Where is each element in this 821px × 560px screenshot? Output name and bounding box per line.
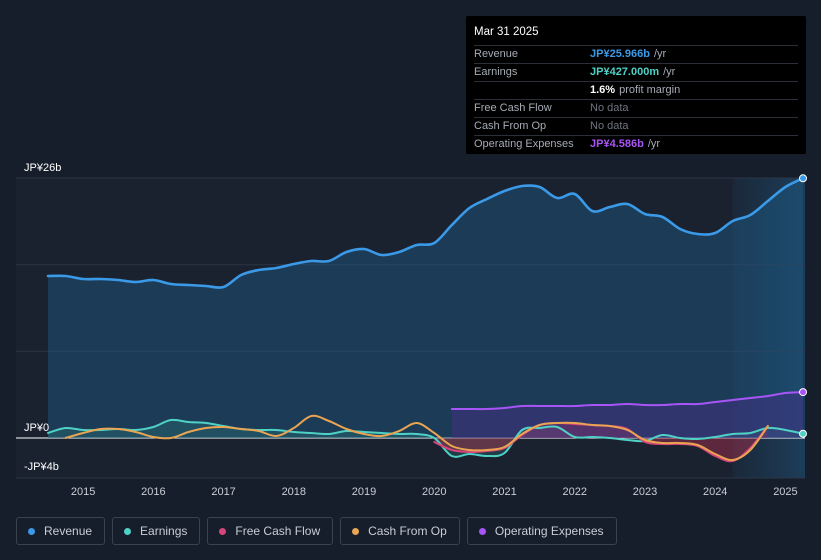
tooltip-unit: /yr	[653, 48, 667, 60]
x-tick-2019: 2019	[352, 486, 376, 498]
legend-item-free-cash-flow[interactable]: Free Cash Flow	[207, 517, 334, 545]
tooltip-row: Earnings JP¥427.000m/yr	[474, 63, 798, 81]
legend-item-earnings[interactable]: Earnings	[112, 517, 201, 545]
legend-label: Revenue	[44, 524, 93, 538]
tooltip-value: No data	[590, 102, 629, 114]
x-tick-2020: 2020	[422, 486, 446, 498]
tooltip-label	[474, 82, 590, 99]
endpoint-operating-expenses	[799, 388, 807, 397]
tooltip-row: Revenue JP¥25.966b/yr	[474, 45, 798, 63]
legend-label: Operating Expenses	[494, 524, 604, 538]
tooltip-value: JP¥427.000m	[590, 66, 660, 78]
x-axis-ticks: 2015 2016 2017 2018 2019 2020 2021 2022 2023 2024…	[71, 486, 798, 498]
x-tick-2015: 2015	[71, 486, 95, 498]
legend-dot-icon	[124, 527, 132, 535]
x-tick-2023: 2023	[633, 486, 657, 498]
tooltip-label: Cash From Op	[474, 120, 547, 132]
tooltip-rows: Revenue JP¥25.966b/yr Earnings JP¥427.000m /…	[474, 45, 798, 153]
series-lines	[46, 177, 805, 463]
tooltip: Mar 31 2025 Revenue JP¥25.966b/yr Earnings…	[466, 16, 806, 154]
legend-label: Free Cash Flow	[235, 524, 321, 538]
series-line-earnings	[47, 418, 804, 458]
y-axis-zero-label: JP¥0	[24, 422, 49, 434]
y-axis-top-label: JP¥26b	[24, 162, 61, 174]
series-line-cash-from-op	[64, 414, 769, 462]
series-endpoints	[799, 174, 807, 438]
legend: Revenue Earnings Free Cash Flow Cash From O…	[16, 517, 617, 545]
tooltip-label: Earnings	[474, 66, 518, 78]
legend-label: Earnings	[140, 524, 188, 538]
y-axis-bottom-label: -JP¥4b	[24, 461, 59, 473]
legend-dot-icon	[28, 527, 35, 535]
tooltip-row: Cash From Op No data	[474, 117, 798, 135]
x-tick-2021: 2021	[492, 486, 516, 498]
series-line-operating-expenses	[450, 391, 804, 411]
tooltip-unit: /yr	[663, 66, 676, 78]
x-tick-2017: 2017	[211, 486, 235, 498]
tooltip-row: Free Cash Flow No data	[474, 99, 798, 117]
tooltip-unit: /yr	[647, 138, 661, 150]
x-tick-2018: 2018	[282, 486, 306, 498]
tooltip-row: 1.6% profit margin	[474, 81, 798, 99]
tooltip-value: JP¥25.966b	[590, 48, 650, 60]
legend-item-operating-expenses[interactable]: Operating Expenses	[466, 517, 617, 545]
tooltip-label: Operating Expenses	[474, 138, 574, 150]
tooltip-date: Mar 31 2025	[474, 26, 539, 38]
x-tick-2024: 2024	[703, 486, 727, 498]
series-fill-revenue	[48, 178, 803, 439]
endpoint-revenue	[799, 174, 807, 183]
x-tick-2022: 2022	[563, 486, 587, 498]
endpoint-earnings	[799, 429, 807, 438]
legend-dot-icon	[219, 527, 227, 535]
tooltip-value: No data	[590, 120, 629, 132]
x-tick-2016: 2016	[141, 486, 165, 498]
tooltip-value: 1.6%	[590, 84, 616, 96]
series-line-revenue	[46, 177, 805, 289]
tooltip-unit: profit margin	[619, 84, 681, 96]
tooltip-value: JP¥4.586b	[590, 138, 644, 150]
legend-item-cash-from-op[interactable]: Cash From Op	[340, 517, 460, 545]
gridlines	[16, 177, 805, 479]
legend-label: Cash From Op	[368, 524, 447, 538]
legend-item-revenue[interactable]: Revenue	[16, 517, 106, 545]
series-fill-operating-expenses	[451, 392, 803, 438]
legend-dot-icon	[478, 527, 486, 535]
tooltip-label: Free Cash Flow	[474, 102, 552, 114]
tooltip-label: Revenue	[474, 48, 519, 60]
series-fill-free-cash-flow	[434, 422, 768, 462]
x-tick-2025: 2025	[773, 486, 797, 498]
tooltip-row: Operating Expenses JP¥4.586b/yr	[474, 135, 798, 153]
legend-dot-icon	[352, 527, 360, 535]
